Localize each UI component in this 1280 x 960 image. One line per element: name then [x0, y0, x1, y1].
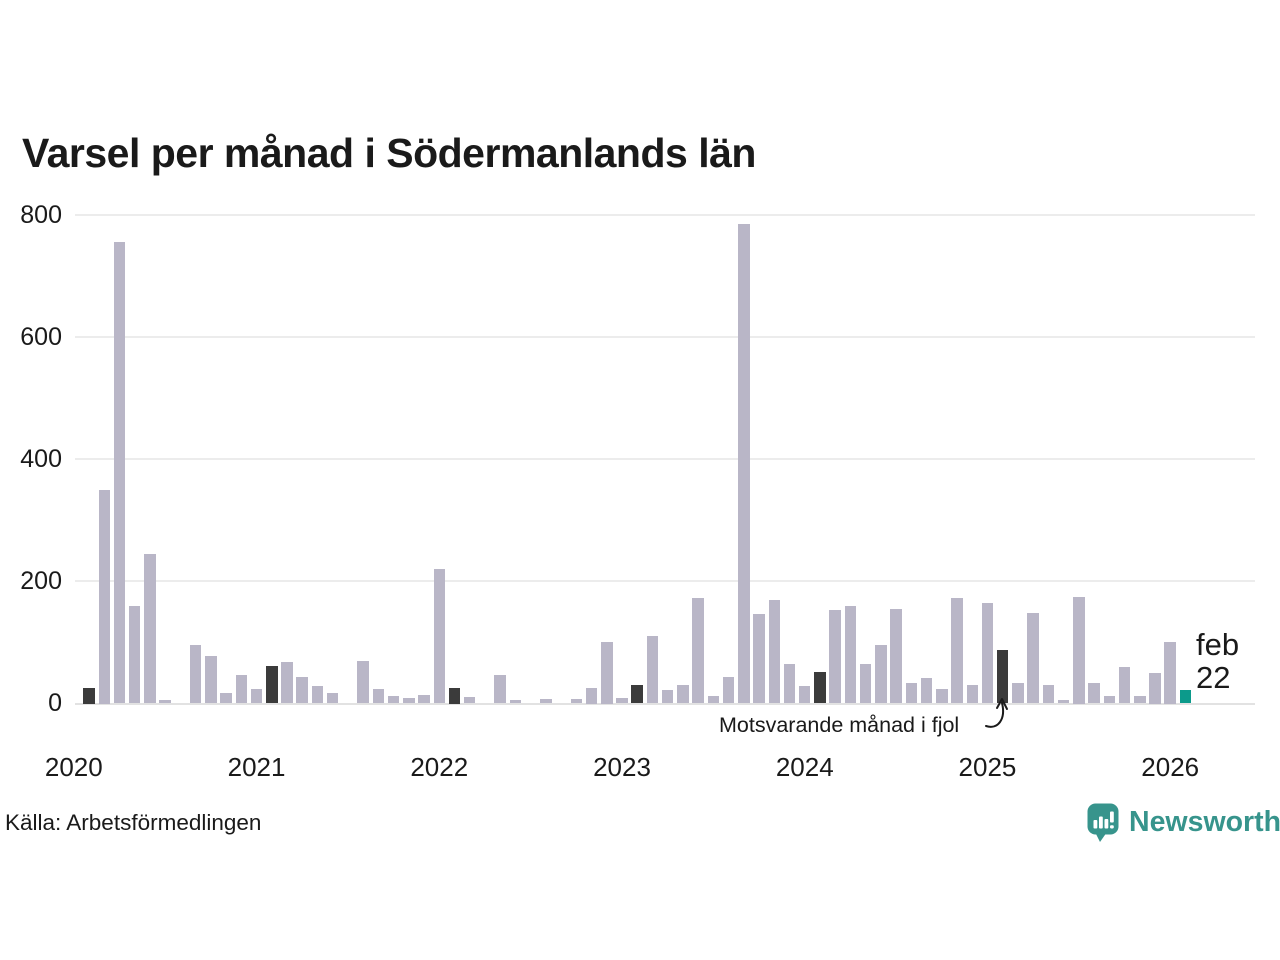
bar-jan-2022	[433, 569, 446, 704]
y-axis-tick-label-0: 0	[48, 689, 62, 717]
bar-feb-2020	[83, 688, 95, 704]
x-axis-year-label-2021: 2021	[227, 752, 286, 782]
y-axis-tick-label-800: 800	[20, 200, 62, 229]
bar-okt-2022	[570, 698, 583, 704]
bar-nov-2022	[585, 688, 598, 704]
bar-jan-2025	[981, 603, 994, 704]
bar-nov-2024	[951, 598, 963, 704]
newsworthy-logo: Newsworthy	[1086, 802, 1280, 842]
page-title: Varsel per månad i Södermanlands län	[22, 130, 756, 176]
bar-jul-2024	[890, 608, 902, 704]
bar-okt-2025	[1118, 667, 1131, 704]
bar-jun-2021	[326, 693, 339, 704]
x-axis-year-label-2025: 2025	[958, 752, 1017, 782]
x-axis-year-label-2023: 2023	[593, 752, 651, 782]
gridline-y-0	[75, 702, 1255, 705]
bar-mar-2020	[98, 489, 110, 704]
bar-dec-2020	[235, 675, 248, 704]
gridline-y-200	[75, 580, 1255, 583]
bar-sep-2021	[372, 689, 385, 704]
bar-apr-2024	[844, 605, 857, 704]
bar-jun-2025	[1057, 700, 1070, 704]
bar-aug-2022	[540, 698, 552, 704]
bar-sep-2024	[920, 677, 933, 704]
newsworthy-wordmark: Newsworthy	[1129, 805, 1280, 838]
bar-sep-2023	[738, 224, 750, 704]
bar-jun-2020	[144, 553, 156, 704]
bar-okt-2024	[936, 689, 948, 704]
bar-aug-2021	[357, 661, 369, 704]
bar-apr-2020	[113, 242, 126, 704]
bar-feb-2023	[631, 684, 643, 704]
x-axis-year-label-2020: 2020	[44, 752, 103, 782]
bar-feb-2026	[1179, 690, 1192, 704]
bar-maj-2020	[128, 605, 141, 704]
y-axis-tick-label-200: 200	[20, 566, 62, 595]
bar-nov-2021	[403, 698, 415, 704]
gridline-y-600	[75, 336, 1255, 339]
current-bar-label-month: feb	[1196, 627, 1240, 662]
bar-jun-2023	[692, 598, 704, 704]
gridline-y-400	[75, 458, 1255, 461]
bar-feb-2025	[996, 650, 1009, 704]
bar-nov-2023	[768, 599, 781, 704]
newsworthy-bubble-chart-icon	[1087, 803, 1119, 842]
bar-jan-2023	[616, 698, 628, 704]
x-axis-year-label-2024: 2024	[775, 752, 834, 782]
bar-jun-2024	[875, 645, 887, 704]
bar-jul-2020	[159, 700, 171, 704]
bar-dec-2021	[418, 694, 430, 704]
bar-apr-2021	[296, 677, 308, 704]
gridline-y-800	[75, 214, 1255, 216]
bar-dec-2024	[966, 684, 978, 704]
bar-aug-2024	[905, 683, 918, 704]
bar-nov-2025	[1134, 696, 1146, 704]
bar-feb-2021	[266, 666, 278, 704]
bar-aug-2025	[1088, 682, 1100, 704]
bar-maj-2024	[859, 663, 872, 704]
current-bar-label-value: 22	[1196, 660, 1231, 695]
bar-dec-2023	[783, 664, 796, 704]
bar-sep-2025	[1103, 696, 1116, 704]
bar-mar-2021	[281, 661, 293, 704]
bar-okt-2023	[753, 613, 765, 704]
bar-aug-2023	[722, 676, 735, 704]
y-axis-tick-label-400: 400	[20, 444, 62, 473]
bar-okt-2020	[205, 655, 217, 704]
bar-maj-2022	[494, 674, 506, 704]
bar-maj-2023	[677, 684, 689, 704]
bar-feb-2022	[448, 688, 461, 704]
bar-dec-2025	[1149, 672, 1161, 704]
source-caption: Källa: Arbetsförmedlingen	[5, 810, 262, 835]
annotation-label: Motsvarande månad i fjol	[719, 713, 960, 737]
bar-maj-2025	[1042, 684, 1055, 704]
bar-jan-2021	[250, 689, 263, 704]
bar-mar-2022	[463, 697, 476, 704]
bar-jan-2024	[798, 686, 811, 704]
current-bar-label: feb 22	[1196, 628, 1239, 694]
y-axis-tick-label-600: 600	[20, 322, 62, 351]
x-axis-year-label-2022: 2022	[410, 752, 469, 782]
bar-apr-2023	[661, 690, 674, 704]
bar-maj-2021	[311, 686, 324, 704]
bar-mar-2025	[1012, 683, 1024, 704]
bar-apr-2025	[1027, 613, 1039, 704]
bar-sep-2020	[189, 645, 202, 704]
bar-mar-2024	[829, 610, 841, 704]
bar-mar-2023	[646, 636, 659, 704]
bar-jul-2023	[707, 696, 720, 704]
bar-okt-2021	[387, 695, 400, 704]
bar-jan-2026	[1164, 642, 1176, 704]
bar-nov-2020	[220, 693, 232, 704]
bar-feb-2024	[814, 672, 826, 704]
x-axis-year-label-2026: 2026	[1141, 752, 1200, 782]
bar-dec-2022	[601, 642, 613, 704]
bar-jun-2022	[509, 700, 522, 704]
bar-jul-2025	[1073, 596, 1085, 704]
